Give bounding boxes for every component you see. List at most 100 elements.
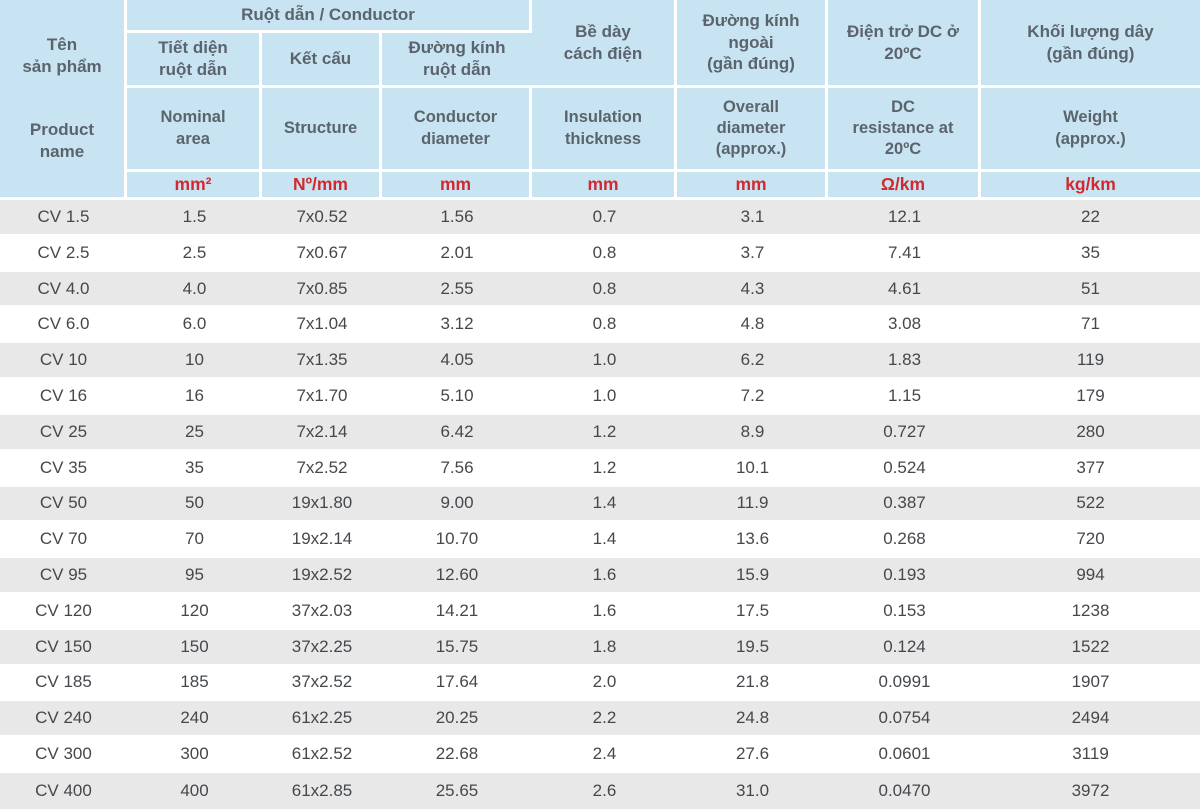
value-cell: 1.4 [532,486,677,523]
header-product-name-en: Product name [29,120,95,162]
value-cell: 994 [981,558,1200,594]
table-row: CV 95 95 19x2.52 12.60 1.6 15.9 0.193 994 [0,558,1200,594]
value-cell: 7x0.85 [262,271,382,308]
value-cell: 19x2.52 [262,558,382,594]
value-cell: 240 [127,701,262,738]
header-overall-diameter-vi: Đường kính ngoài (gần đúng) [677,0,828,88]
value-cell: 3.08 [828,307,981,344]
table-row: CV 10 10 7x1.35 4.05 1.0 6.2 1.83 119 [0,343,1200,380]
value-cell: 13.6 [677,522,828,559]
value-cell: 300 [127,737,262,773]
product-name-cell: CV 16 [0,379,127,415]
value-cell: 1.0 [532,343,677,380]
product-name-cell: CV 240 [0,701,127,738]
header-weight-vi: Khối lượng dây (gần đúng) [981,0,1200,88]
value-cell: 3.12 [382,307,532,344]
value-cell: 0.0470 [828,773,981,809]
value-cell: 3119 [981,737,1200,773]
value-cell: 280 [981,414,1200,451]
value-cell: 0.0754 [828,701,981,738]
value-cell: 150 [127,629,262,666]
header-dc-resistance-vi: Điện trở DC ở 20ºC [828,0,981,88]
table-row: CV 4.0 4.0 7x0.85 2.55 0.8 4.3 4.61 51 [0,271,1200,308]
value-cell: 185 [127,665,262,702]
value-cell: 10.1 [677,450,828,487]
product-name-cell: CV 25 [0,414,127,451]
value-cell: 22 [981,200,1200,236]
value-cell: 0.7 [532,200,677,236]
value-cell: 7x1.04 [262,307,382,344]
product-name-cell: CV 6.0 [0,307,127,344]
table-header: Tên sản phẩm Product name Ruột dẫn / Con… [0,0,1200,200]
value-cell: 6.42 [382,414,532,451]
value-cell: 19x2.14 [262,522,382,559]
value-cell: 8.9 [677,414,828,451]
table-row: CV 400 400 61x2.85 25.65 2.6 31.0 0.0470 3972 [0,773,1200,809]
value-cell: 3.7 [677,235,828,272]
value-cell: 1907 [981,665,1200,702]
value-cell: 12.60 [382,558,532,594]
value-cell: 11.9 [677,486,828,523]
value-cell: 25.65 [382,773,532,809]
value-cell: 7x1.70 [262,379,382,415]
table-row: CV 120 120 37x2.03 14.21 1.6 17.5 0.153 1238 [0,593,1200,630]
value-cell: 0.0991 [828,665,981,702]
value-cell: 2.0 [532,665,677,702]
table-row: CV 16 16 7x1.70 5.10 1.0 7.2 1.15 179 [0,379,1200,415]
value-cell: 2.6 [532,773,677,809]
value-cell: 0.8 [532,235,677,272]
value-cell: 4.3 [677,271,828,308]
value-cell: 10 [127,343,262,380]
value-cell: 0.268 [828,522,981,559]
value-cell: 1.0 [532,379,677,415]
value-cell: 2.2 [532,701,677,738]
product-name-cell: CV 400 [0,773,127,809]
header-dc-resistance-en: DC resistance at 20ºC [828,88,981,172]
value-cell: 27.6 [677,737,828,773]
value-cell: 0.153 [828,593,981,630]
value-cell: 3972 [981,773,1200,809]
value-cell: 0.8 [532,307,677,344]
unit-conductor-diameter: mm [382,172,532,200]
value-cell: 50 [127,486,262,523]
value-cell: 0.0601 [828,737,981,773]
value-cell: 1238 [981,593,1200,630]
value-cell: 24.8 [677,701,828,738]
table-row: CV 25 25 7x2.14 6.42 1.2 8.9 0.727 280 [0,414,1200,451]
unit-weight: kg/km [981,172,1200,200]
header-conductor-diameter-vi: Đường kính ruột dẫn [382,33,532,88]
header-insulation-thickness-en: Insulation thickness [532,88,677,172]
value-cell: 2494 [981,701,1200,738]
value-cell: 4.8 [677,307,828,344]
value-cell: 7x0.67 [262,235,382,272]
unit-overall-diameter: mm [677,172,828,200]
table-body: CV 1.5 1.5 7x0.52 1.56 0.7 3.1 12.1 22 CV 2.5 2.5… [0,200,1200,809]
value-cell: 1.15 [828,379,981,415]
value-cell: 1522 [981,629,1200,666]
value-cell: 400 [127,773,262,809]
value-cell: 70 [127,522,262,559]
product-name-cell: CV 35 [0,450,127,487]
table-row: CV 35 35 7x2.52 7.56 1.2 10.1 0.524 377 [0,450,1200,487]
product-name-cell: CV 300 [0,737,127,773]
value-cell: 1.6 [532,558,677,594]
value-cell: 720 [981,522,1200,559]
product-name-cell: CV 70 [0,522,127,559]
header-weight-en: Weight (approx.) [981,88,1200,172]
unit-dc-resistance: Ω/km [828,172,981,200]
value-cell: 37x2.25 [262,629,382,666]
value-cell: 19.5 [677,629,828,666]
value-cell: 1.4 [532,522,677,559]
value-cell: 6.2 [677,343,828,380]
value-cell: 0.387 [828,486,981,523]
table-row: CV 70 70 19x2.14 10.70 1.4 13.6 0.268 720 [0,522,1200,559]
product-name-cell: CV 1.5 [0,200,127,236]
product-name-cell: CV 185 [0,665,127,702]
header-conductor-diameter-en: Conductor diameter [382,88,532,172]
value-cell: 0.524 [828,450,981,487]
value-cell: 20.25 [382,701,532,738]
value-cell: 377 [981,450,1200,487]
header-product-name-vi: Tên sản phẩm [22,35,102,76]
table-row: CV 2.5 2.5 7x0.67 2.01 0.8 3.7 7.41 35 [0,235,1200,272]
